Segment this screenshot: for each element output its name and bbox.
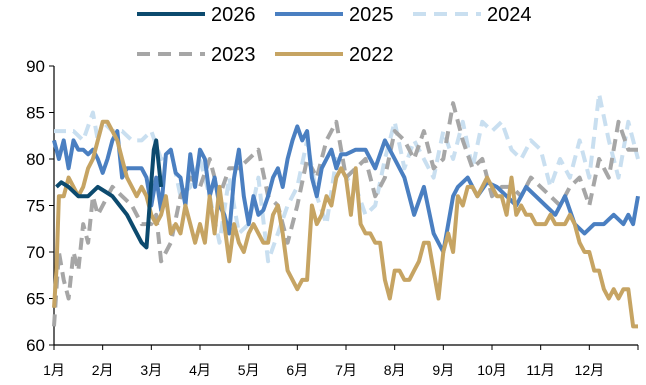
y-tick-label: 85 — [26, 104, 45, 123]
x-tick-label: 7月 — [335, 362, 357, 378]
y-tick-label: 75 — [26, 197, 45, 216]
legend-label-2024: 2024 — [487, 4, 532, 26]
series-line-2026 — [55, 138, 164, 250]
y-tick-label: 60 — [26, 336, 45, 355]
x-tick-label: 10月 — [477, 362, 507, 378]
y-tick-label: 65 — [26, 290, 45, 309]
x-tick-label: 3月 — [140, 362, 162, 378]
x-tick-label: 11月 — [526, 362, 555, 378]
series-line-2022 — [52, 119, 638, 329]
legend-label-2025: 2025 — [349, 4, 394, 26]
x-tick-label: 2月 — [92, 362, 114, 378]
legend-label-2022: 2022 — [349, 44, 394, 66]
x-tick-label: 1月 — [43, 362, 65, 378]
series-line-2023 — [52, 101, 638, 327]
series-line-2025 — [52, 124, 640, 254]
y-tick-label: 90 — [26, 57, 45, 76]
chart-axes: 60 65 70 75 80 85 90 1月 2月 3月 4月 5月 6月 7月 8月 9月 10月 11月 12… — [26, 57, 639, 378]
legend-label-2026: 2026 — [211, 4, 256, 26]
x-tick-label: 12月 — [575, 362, 605, 378]
x-tick-label: 4月 — [189, 362, 211, 378]
chart-legend: 2026 2025 2024 2023 2022 — [137, 4, 532, 66]
x-tick-label: 5月 — [238, 362, 260, 378]
legend-label-2023: 2023 — [211, 44, 256, 66]
x-tick-label: 9月 — [432, 362, 454, 378]
y-tick-label: 80 — [26, 150, 45, 169]
x-tick-label: 6月 — [286, 362, 308, 378]
series-line-2024 — [54, 91, 640, 264]
x-tick-label: 8月 — [384, 362, 406, 378]
chart-series — [52, 91, 640, 329]
y-tick-label: 70 — [26, 243, 45, 262]
